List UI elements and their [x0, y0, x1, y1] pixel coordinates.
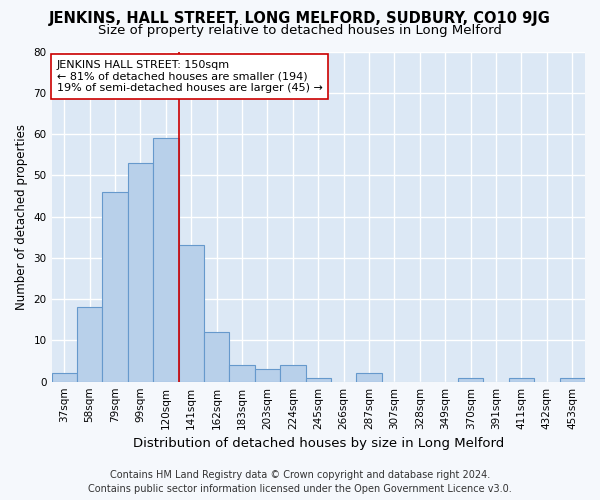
Bar: [128, 163, 153, 382]
Bar: [77, 308, 103, 382]
Bar: [280, 365, 305, 382]
Y-axis label: Number of detached properties: Number of detached properties: [15, 124, 28, 310]
Text: JENKINS HALL STREET: 150sqm
← 81% of detached houses are smaller (194)
19% of se: JENKINS HALL STREET: 150sqm ← 81% of det…: [57, 60, 323, 93]
Bar: [204, 332, 229, 382]
Bar: [560, 378, 585, 382]
Bar: [509, 378, 534, 382]
Bar: [305, 378, 331, 382]
Bar: [153, 138, 179, 382]
Bar: [179, 246, 204, 382]
Bar: [52, 374, 77, 382]
Bar: [255, 370, 280, 382]
Text: Contains HM Land Registry data © Crown copyright and database right 2024.
Contai: Contains HM Land Registry data © Crown c…: [88, 470, 512, 494]
Bar: [229, 365, 255, 382]
Text: JENKINS, HALL STREET, LONG MELFORD, SUDBURY, CO10 9JG: JENKINS, HALL STREET, LONG MELFORD, SUDB…: [49, 11, 551, 26]
Bar: [356, 374, 382, 382]
X-axis label: Distribution of detached houses by size in Long Melford: Distribution of detached houses by size …: [133, 437, 504, 450]
Bar: [103, 192, 128, 382]
Text: Size of property relative to detached houses in Long Melford: Size of property relative to detached ho…: [98, 24, 502, 37]
Bar: [458, 378, 484, 382]
